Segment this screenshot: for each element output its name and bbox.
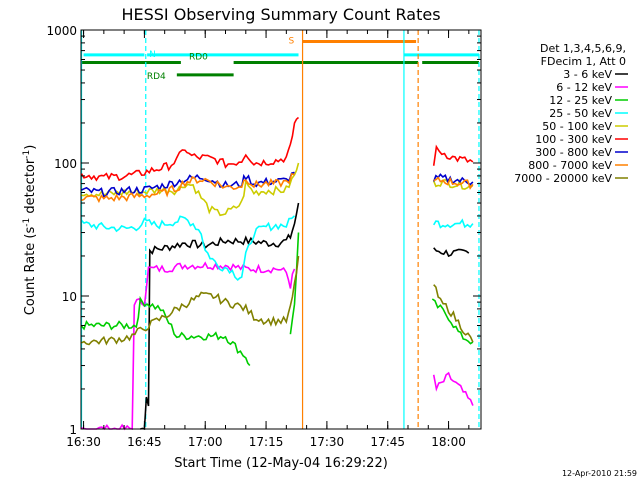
y-axis-label-sup: -1 xyxy=(22,218,32,227)
series-line-1 xyxy=(432,371,474,406)
series-line-5 xyxy=(80,116,300,182)
series-line-3 xyxy=(433,218,474,229)
x-axis-label: Start Time (12-May-04 16:29:22) xyxy=(174,456,388,471)
legend-entry-label: 3 - 6 keV xyxy=(563,68,612,81)
series-line-2 xyxy=(431,298,474,345)
series-line-2 xyxy=(80,295,251,367)
legend-entry-label: 12 - 25 keV xyxy=(549,94,612,107)
series-line-4 xyxy=(81,162,300,217)
y-axis-label-sup: -1 xyxy=(22,150,32,159)
x-tick-label: 16:30 xyxy=(66,435,101,449)
series-line-1 xyxy=(81,261,296,431)
y-tick-label: 1 xyxy=(69,423,77,437)
legend: Det 1,3,4,5,6,9,FDecim 1, Att 03 - 6 keV… xyxy=(514,42,628,185)
y-axis-label-part: ) xyxy=(23,145,38,150)
y-axis-label: Count Rate (s-1 detector-1) xyxy=(22,145,38,316)
flag-label: RD4 xyxy=(147,72,166,82)
flag-label: N xyxy=(149,50,156,60)
legend-entry-label: 100 - 300 keV xyxy=(535,133,612,146)
series-line-3 xyxy=(80,215,296,282)
series-lines xyxy=(80,116,474,431)
series-line-7 xyxy=(81,172,295,204)
x-tick-label: 16:45 xyxy=(127,435,162,449)
y-tick-label: 100 xyxy=(54,157,77,171)
y-tick-label: 10 xyxy=(62,290,77,304)
series-line-8 xyxy=(81,255,300,346)
y-axis-label-part: detector xyxy=(23,158,38,218)
x-tick-label: 17:30 xyxy=(310,435,345,449)
legend-header-line: FDecim 1, Att 0 xyxy=(541,55,626,68)
series-line-0 xyxy=(140,202,300,431)
x-tick-label: 17:00 xyxy=(188,435,223,449)
x-tick-label: 18:00 xyxy=(431,435,466,449)
flag-label: S xyxy=(289,36,295,46)
legend-header-line: Det 1,3,4,5,6,9, xyxy=(540,42,626,55)
legend-entry-label: 7000 - 20000 keV xyxy=(514,172,612,185)
flag-label: RD0 xyxy=(189,52,208,62)
footer-timestamp: 12-Apr-2010 21:59 xyxy=(562,469,637,478)
series-line-7 xyxy=(433,176,474,190)
legend-entry-label: 6 - 12 keV xyxy=(556,81,612,94)
plot-frame xyxy=(80,29,482,430)
series-line-4 xyxy=(432,178,474,190)
axes: 16:30 16:45 17:00 17:15 17:30 17:45 18:00 1 10 10… xyxy=(46,24,481,449)
x-tick-label: 17:15 xyxy=(249,435,284,449)
series-line-5 xyxy=(432,144,474,166)
series-line-8 xyxy=(433,284,474,343)
series-line-2 xyxy=(289,232,300,335)
legend-entry-label: 50 - 100 keV xyxy=(542,120,612,133)
legend-entry-label: 300 - 800 keV xyxy=(535,146,612,159)
series-line-6 xyxy=(81,171,295,198)
series-line-0 xyxy=(433,247,470,258)
chart-title: HESSI Observing Summary Count Rates xyxy=(121,5,440,24)
vertical-markers xyxy=(80,30,480,429)
legend-entry-label: 25 - 50 keV xyxy=(549,107,612,120)
x-tick-label: 17:45 xyxy=(370,435,405,449)
y-axis-label-part: Count Rate (s xyxy=(23,227,38,316)
flag-bars: N S RD0 RD4 xyxy=(81,36,479,82)
y-tick-label: 1000 xyxy=(46,24,77,38)
legend-entry-label: 800 - 7000 keV xyxy=(528,159,612,172)
